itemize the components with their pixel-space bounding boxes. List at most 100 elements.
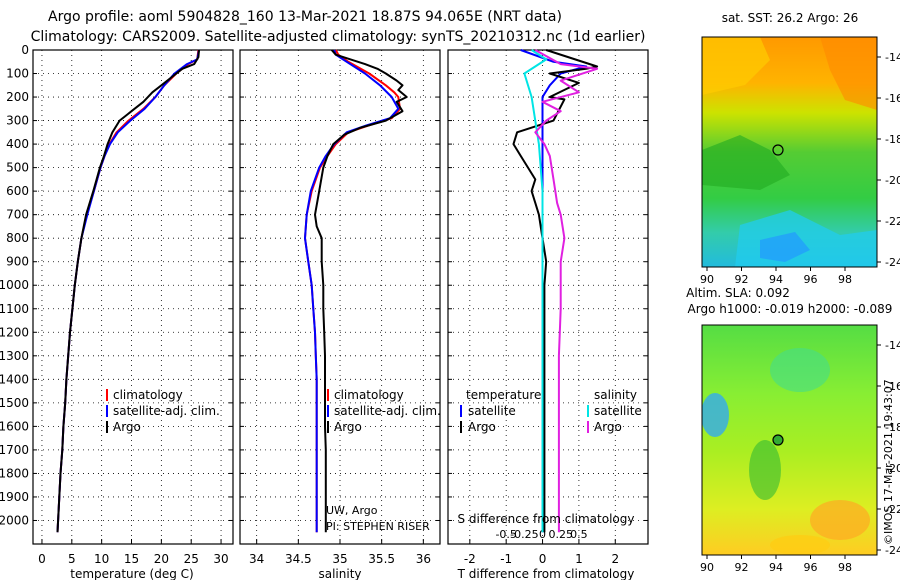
depth-tick-label: 1900 [0, 490, 29, 504]
series-line-s-satellite [523, 49, 548, 533]
s-diff-tick-label: -0.25 [510, 528, 538, 541]
map-lat-label: -22 [885, 503, 900, 516]
depth-tick-label: 700 [6, 208, 29, 222]
map-lon-label: 98 [838, 561, 852, 574]
map-lat-label: -24 [885, 256, 900, 269]
depth-tick-label: 800 [6, 231, 29, 245]
depth-tick-label: 1000 [0, 278, 29, 292]
sla-map-title: Altim. SLA: 0.092 [686, 286, 790, 300]
series-line-argo [314, 49, 408, 533]
x-tick-label: 35.5 [368, 552, 395, 566]
temperature-legend: climatology satellite-adj. clim. Argo [106, 388, 220, 434]
salinity-difference-xlabel: S difference from climatology [458, 512, 635, 526]
salinity-xlabel: salinity [318, 567, 361, 580]
sla-yellow-patch [770, 535, 830, 555]
sst-blue-patch [760, 232, 810, 262]
map-lat-label: -18 [885, 133, 900, 146]
s-diff-tick-label: 0.5 [570, 528, 588, 541]
map-lat-label: -16 [885, 380, 900, 393]
s-diff-tick-label: 0 [539, 528, 546, 541]
x-tick-label: 35 [332, 552, 347, 566]
depth-tick-label: 400 [6, 137, 29, 151]
temperature-panel-frame [32, 49, 234, 545]
depth-tick-label: 1800 [0, 466, 29, 480]
difference-panel-frame [447, 49, 649, 545]
legend-temperature-title: temperature [466, 388, 541, 402]
temperature-xlabel: temperature (deg C) [70, 567, 193, 580]
map-lon-label: 90 [700, 561, 714, 574]
depth-tick-label: 200 [6, 90, 29, 104]
map-lat-label: -16 [885, 92, 900, 105]
depth-axis: 0 100 200 300 400 500 600 700 800 900 1000 1100 1200… [0, 43, 29, 527]
series-layer [56, 49, 599, 533]
sst-map-title: sat. SST: 26.2 Argo: 26 [722, 11, 859, 25]
legend-argo-label: Argo [113, 420, 141, 434]
series-line-t-satellite [520, 49, 588, 533]
legend-s-satellite-label: satellite [594, 404, 642, 418]
x-axes: 0 5 10 15 20 25 30 34 34.5 35 35.5 36 -2 -1 0 1 2 -0.5-0.… [38, 528, 619, 566]
depth-tick-label: 1300 [0, 349, 29, 363]
legend-argo-label: Argo [334, 420, 362, 434]
depth-tick-label: 300 [6, 114, 29, 128]
series-line-satellite-adj-clim- [304, 49, 400, 533]
legend-satellite-label: satellite-adj. clim. [113, 404, 220, 418]
sst-orange-patch [820, 37, 877, 110]
map-lon-label: 94 [769, 561, 783, 574]
x-tick-label: 10 [94, 552, 109, 566]
sla-blue-patch [702, 393, 729, 437]
map-lon-label: 90 [700, 273, 714, 286]
map-lat-label: -18 [885, 421, 900, 434]
legend-salinity-title: salinity [594, 388, 637, 402]
depth-tick-label: 1400 [0, 372, 29, 386]
title-line-2: Climatology: CARS2009. Satellite-adjuste… [31, 29, 646, 45]
depth-tick-label: 1100 [0, 302, 29, 316]
sla-map-field [702, 325, 877, 555]
depth-tick-label: 1600 [0, 419, 29, 433]
map-lon-label: 96 [804, 273, 818, 286]
x-tick-label: -2 [464, 552, 476, 566]
sst-map-frame [701, 36, 878, 268]
series-line-t-argo [512, 49, 599, 533]
map-lon-label: 92 [735, 561, 749, 574]
sla-map-frame [701, 324, 878, 556]
depth-tick-label: 0 [21, 43, 29, 57]
depth-tick-label: 1700 [0, 443, 29, 457]
difference-xlabel: T difference from climatology [457, 567, 635, 580]
s-diff-tick-label: -0.5 [495, 528, 516, 541]
salinity-legend: climatology satellite-adj. clim. Argo UW… [326, 388, 441, 533]
depth-tick-label: 600 [6, 184, 29, 198]
legend-s-argo-label: Argo [594, 420, 622, 434]
sst-dark-green-patch [702, 135, 790, 190]
grid-layer [33, 49, 648, 544]
map-lon-label: 96 [804, 561, 818, 574]
s-diff-tick-label: 0.25 [548, 528, 573, 541]
sla-orange-patch [810, 500, 870, 540]
map-lat-label: -24 [885, 544, 900, 557]
x-tick-label: 0 [38, 552, 46, 566]
x-tick-label: 34 [249, 552, 264, 566]
x-tick-label: -1 [500, 552, 512, 566]
x-tick-label: 34.5 [285, 552, 312, 566]
imos-credit: ©IMOS 17-Mar-2021 19:43:07 [882, 379, 895, 545]
x-tick-label: 5 [68, 552, 76, 566]
x-tick-label: 15 [124, 552, 139, 566]
pi-annotation-line-2: PI: STEPHEN RISER [326, 520, 430, 533]
pi-annotation-line-1: UW, Argo [326, 504, 378, 517]
sla-green-patch [770, 348, 830, 392]
legend-climatology-label: climatology [334, 388, 404, 402]
salinity-panel-frame [239, 49, 441, 545]
map-lon-label: 94 [769, 273, 783, 286]
x-tick-label: 25 [184, 552, 199, 566]
sst-yellow-patch [702, 37, 770, 95]
series-line-argo [56, 49, 200, 533]
map-lon-label: 98 [838, 273, 852, 286]
series-line-satellite-adj-clim- [56, 49, 200, 533]
sst-float-marker [772, 144, 784, 156]
sla-float-marker [772, 434, 784, 446]
x-tick-label: 36 [416, 552, 431, 566]
depth-tick-label: 100 [6, 67, 29, 81]
map-lat-label: -14 [885, 339, 900, 352]
depth-tick-label: 1200 [0, 325, 29, 339]
